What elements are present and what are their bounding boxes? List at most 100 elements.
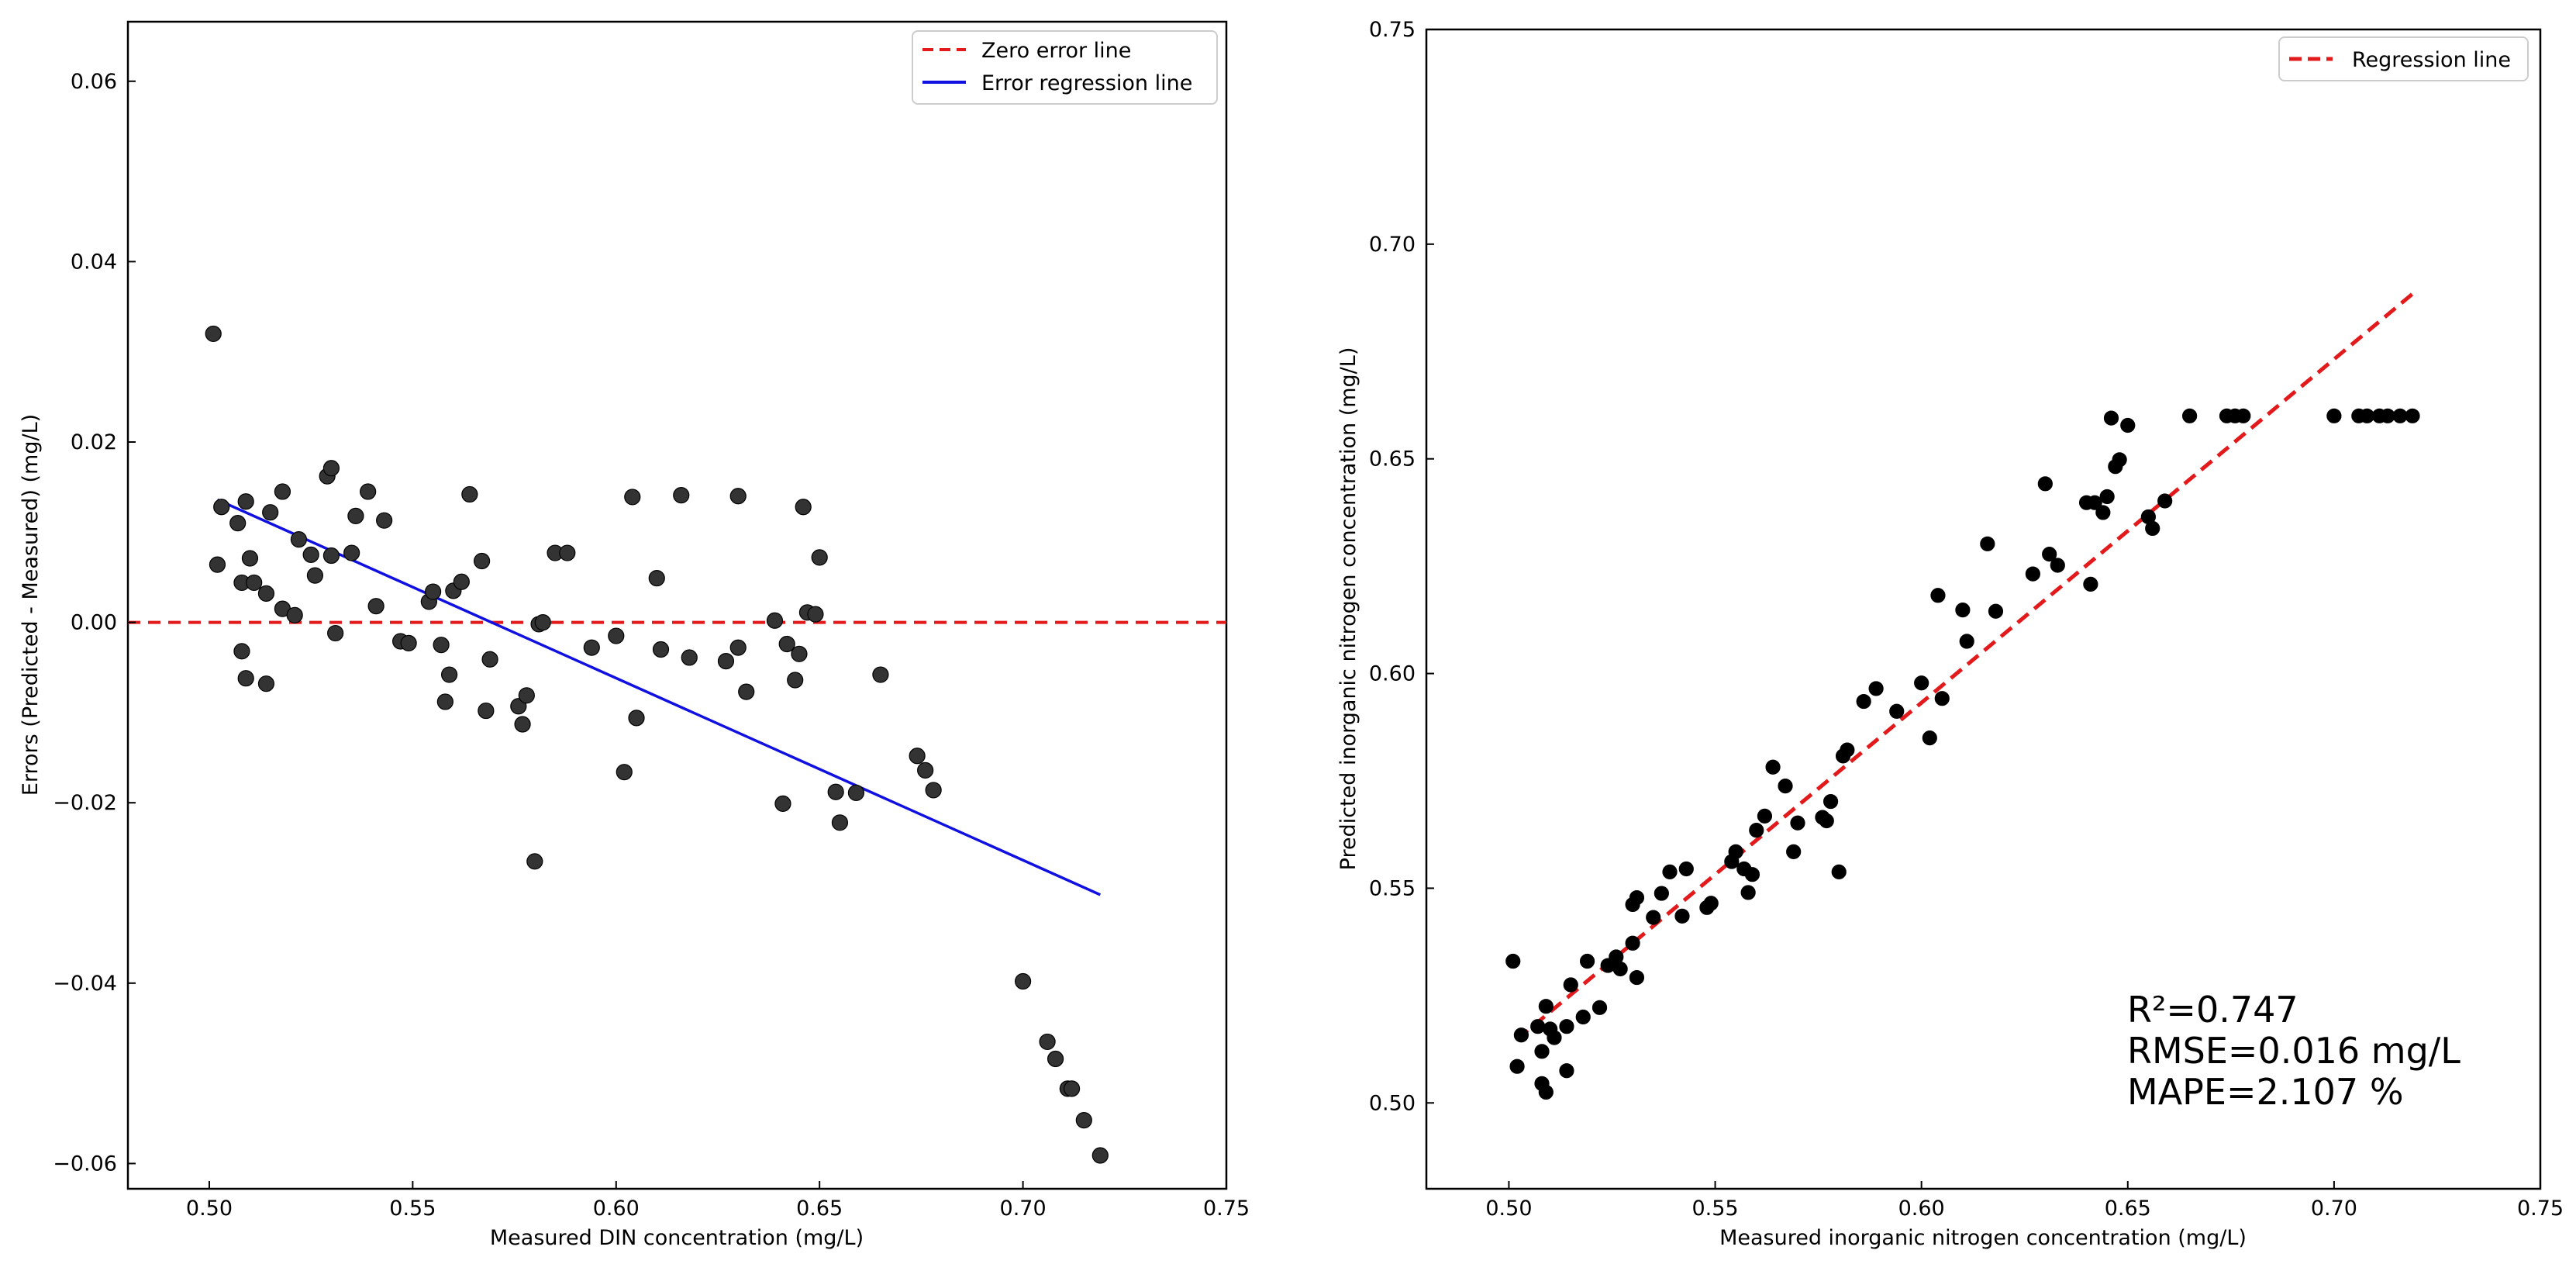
data-point <box>2042 547 2057 562</box>
data-point <box>787 672 804 689</box>
data-point <box>583 639 600 656</box>
data-point <box>648 570 665 587</box>
data-point <box>774 795 791 812</box>
data-point <box>795 499 812 516</box>
data-point <box>925 782 942 799</box>
x-tick-label: 0.65 <box>2105 1197 2151 1221</box>
data-point <box>1819 813 1834 829</box>
data-point <box>2083 576 2098 592</box>
x-tick-label: 0.70 <box>2311 1197 2357 1221</box>
data-point <box>274 483 291 500</box>
data-point <box>1612 961 1628 977</box>
data-point <box>2405 408 2420 423</box>
data-point <box>1840 742 1855 758</box>
data-point <box>1509 1059 1525 1074</box>
data-point <box>534 613 551 631</box>
data-point <box>229 515 247 532</box>
data-point <box>2095 505 2111 520</box>
data-point <box>343 544 360 561</box>
data-point <box>2157 493 2173 509</box>
x-tick-label: 0.50 <box>186 1197 233 1221</box>
prediction-points <box>1505 408 2420 1100</box>
data-point <box>257 585 275 602</box>
data-point <box>478 702 495 720</box>
data-point <box>2087 495 2102 510</box>
data-point <box>831 814 849 831</box>
data-point <box>1922 730 1937 746</box>
rmse-annotation: RMSE=0.016 mg/L <box>2127 1030 2460 1072</box>
data-point <box>441 666 458 683</box>
data-point <box>1703 896 1719 911</box>
y-axis-label: Errors (Predicted - Measured) (mg/L) <box>19 414 43 796</box>
data-point <box>1930 588 1946 603</box>
x-axis-ticks: 0.50 0.55 0.60 0.65 0.70 0.75 <box>1485 1181 2564 1221</box>
prediction-chart: 0.50 0.55 0.60 0.65 0.70 0.75 0.50 0.55 0.60 0.6… <box>1336 18 2564 1250</box>
mape-annotation: MAPE=2.107 % <box>2127 1071 2404 1113</box>
data-point <box>1505 953 1521 969</box>
data-point <box>1575 1009 1591 1025</box>
data-point <box>608 627 625 644</box>
y-tick-label: 0.06 <box>71 70 117 94</box>
data-point <box>286 606 303 623</box>
data-point <box>1823 793 1839 810</box>
data-point <box>2380 408 2395 423</box>
data-point <box>1740 885 1756 900</box>
data-point <box>766 612 784 629</box>
legend-box <box>912 30 1218 105</box>
data-point <box>2236 408 2251 423</box>
x-axis-ticks: 0.50 0.55 0.60 0.65 0.70 0.75 <box>186 1181 1250 1221</box>
data-point <box>1728 844 1743 859</box>
data-point <box>1786 844 1802 859</box>
data-point <box>1674 908 1690 924</box>
data-point <box>1563 977 1578 993</box>
data-point <box>1629 889 1645 906</box>
data-point <box>2359 408 2375 423</box>
data-point <box>360 483 377 500</box>
data-point <box>400 634 417 651</box>
y-axis-ticks: −0.06 −0.04 −0.02 0.00 0.02 0.04 0.06 <box>53 70 136 1176</box>
legend-zero-line-label: Zero error line <box>981 39 1131 63</box>
data-point <box>327 624 344 642</box>
r-squared-annotation: R²=0.747 <box>2127 989 2298 1031</box>
legend-box <box>2278 36 2529 81</box>
data-point <box>436 693 453 710</box>
y-tick-label: 0.04 <box>71 250 117 274</box>
y-tick-label: 0.50 <box>1369 1091 1416 1115</box>
data-point <box>1591 1000 1608 1015</box>
data-point <box>2145 520 2160 537</box>
data-point <box>909 748 926 765</box>
y-tick-label: 0.60 <box>1369 662 1416 686</box>
plot-area-frame <box>126 20 1228 1190</box>
data-point <box>1749 823 1764 838</box>
data-point <box>652 641 670 658</box>
y-tick-label: 0.75 <box>1369 18 1416 42</box>
data-point <box>1980 536 1995 551</box>
data-point <box>1765 759 1781 775</box>
data-point <box>1091 1147 1109 1164</box>
data-point <box>2099 489 2115 505</box>
data-point <box>1579 953 1595 969</box>
x-tick-label: 0.60 <box>1898 1197 1945 1221</box>
data-point <box>1959 634 1974 649</box>
data-point <box>1513 1027 1529 1043</box>
data-point <box>811 549 828 566</box>
data-point <box>1778 779 1793 794</box>
data-point <box>2112 452 2127 468</box>
x-tick-label: 0.55 <box>389 1197 436 1221</box>
data-point <box>791 645 808 662</box>
y-tick-label: 0.02 <box>71 430 117 454</box>
data-point <box>425 583 442 600</box>
error-chart: 0.50 0.55 0.60 0.65 0.70 0.75 −0.06 −0.04 −0.02… <box>19 20 1250 1250</box>
data-point <box>1014 972 1032 990</box>
plot-area-frame <box>1425 28 2542 1190</box>
data-point <box>2392 408 2408 423</box>
y-axis-label: Predicted inorganic nitrogen concentrati… <box>1336 347 1360 871</box>
data-point <box>1039 1033 1056 1051</box>
data-point <box>729 639 747 656</box>
data-point <box>209 556 226 573</box>
data-point <box>847 784 865 802</box>
data-point <box>1654 886 1669 901</box>
data-point <box>257 675 275 692</box>
legend-regression-line-label: Regression line <box>2352 48 2511 72</box>
